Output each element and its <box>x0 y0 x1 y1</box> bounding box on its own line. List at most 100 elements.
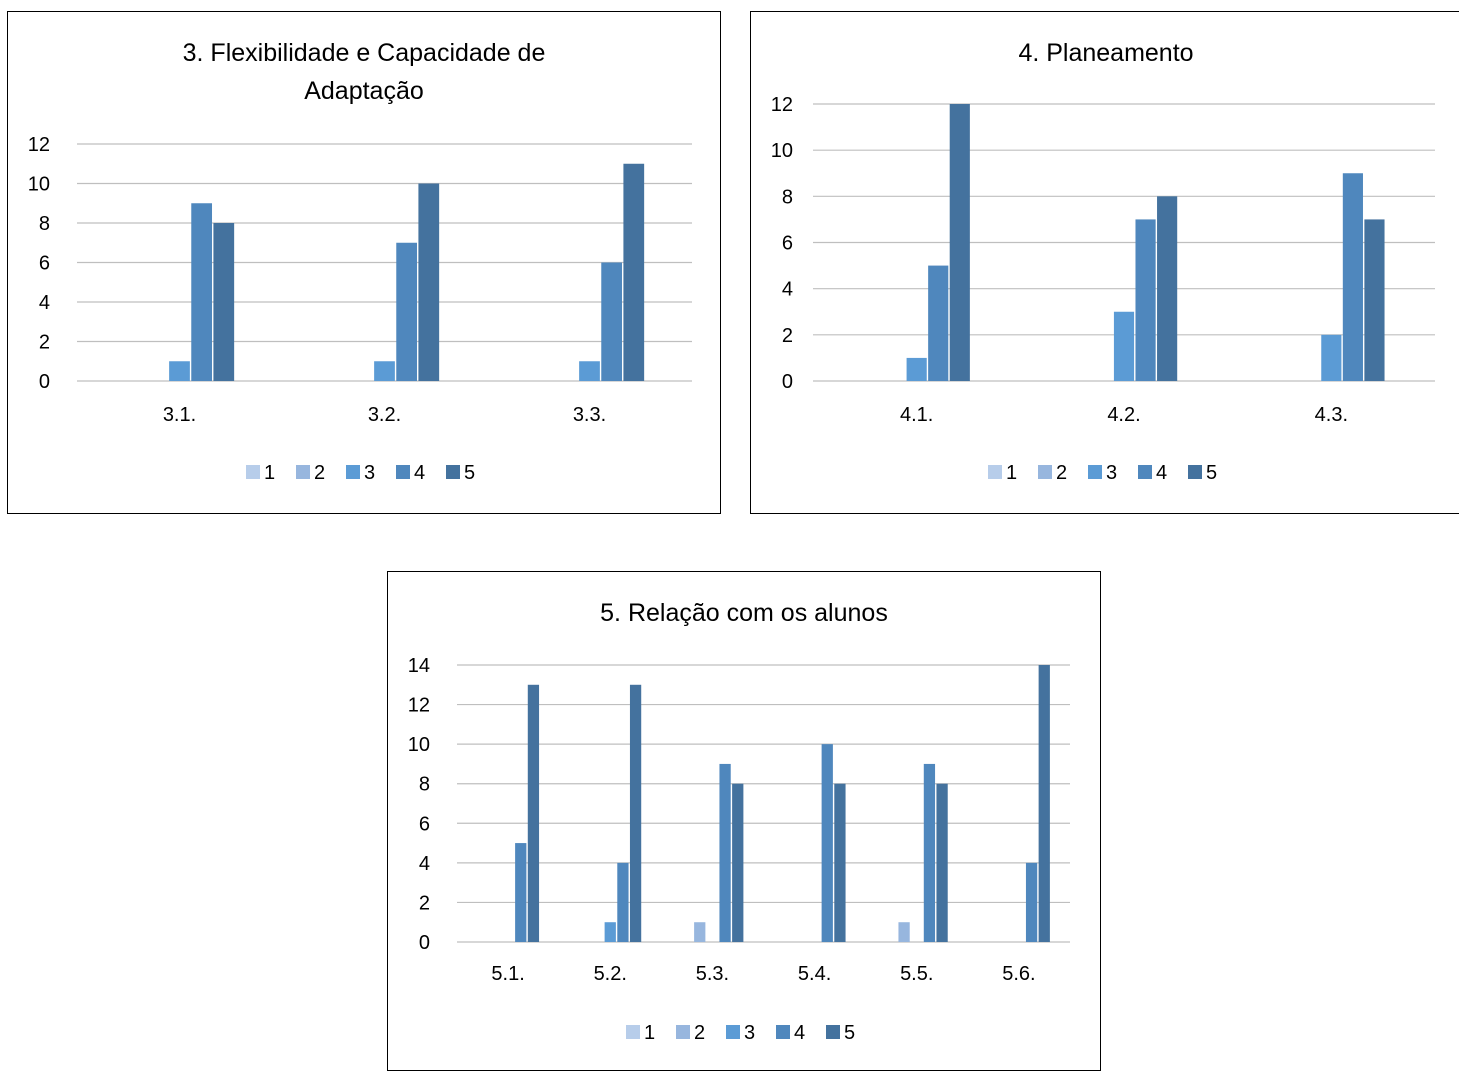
bar <box>213 223 235 381</box>
y-tick-label: 2 <box>39 332 50 354</box>
bar <box>936 783 948 942</box>
x-tick-label: 5.1. <box>491 963 524 985</box>
legend-swatch <box>246 465 260 479</box>
chart-title-line: 4. Planeamento <box>1018 39 1194 67</box>
chart-title-line: 5. Relação com os alunos <box>600 599 888 627</box>
legend-label: 1 <box>644 1022 655 1044</box>
bar <box>732 783 744 942</box>
legend-label: 4 <box>1156 462 1167 484</box>
y-tick-label: 6 <box>39 253 50 275</box>
legend-label: 4 <box>414 462 425 484</box>
bar <box>629 684 642 942</box>
bar <box>1321 334 1342 381</box>
legend-label: 1 <box>1006 462 1017 484</box>
bar <box>374 361 395 381</box>
bar <box>418 183 440 381</box>
x-tick-label: 5.3. <box>696 963 729 985</box>
x-tick-label: 4.2. <box>1107 404 1140 426</box>
chart-title-line: 3. Flexibilidade e Capacidade de <box>182 39 546 67</box>
legend-label: 5 <box>1206 462 1217 484</box>
y-tick-label: 0 <box>782 371 793 393</box>
bar <box>949 104 970 381</box>
bar <box>834 783 846 942</box>
y-tick-label: 8 <box>419 774 430 796</box>
bar <box>623 163 645 381</box>
bar <box>604 922 616 942</box>
y-tick-label: 0 <box>39 371 50 393</box>
y-tick-label: 12 <box>771 94 793 116</box>
bar <box>821 744 833 942</box>
bar <box>1157 196 1178 381</box>
chart-title: 4. Planeamento <box>751 34 1459 72</box>
bar <box>601 262 623 381</box>
y-tick-label: 12 <box>408 695 430 717</box>
legend-swatch <box>676 1025 690 1039</box>
bar <box>1135 219 1156 381</box>
y-tick-label: 10 <box>771 140 793 162</box>
y-tick-label: 4 <box>39 292 50 314</box>
legend-swatch <box>1088 465 1102 479</box>
legend-label: 5 <box>844 1022 855 1044</box>
legend-swatch <box>1038 465 1052 479</box>
y-tick-label: 14 <box>408 655 430 677</box>
x-tick-label: 4.1. <box>900 404 933 426</box>
bar <box>579 361 600 381</box>
bar <box>923 763 936 942</box>
legend-swatch <box>1188 465 1202 479</box>
legend-label: 2 <box>314 462 325 484</box>
bar <box>1025 862 1038 942</box>
bar <box>906 357 927 381</box>
y-tick-label: 10 <box>28 174 50 196</box>
x-tick-label: 5.2. <box>594 963 627 985</box>
x-tick-label: 5.6. <box>1002 963 1035 985</box>
x-tick-label: 5.4. <box>798 963 831 985</box>
y-tick-label: 8 <box>782 186 793 208</box>
y-tick-label: 12 <box>28 134 50 156</box>
y-tick-label: 2 <box>782 325 793 347</box>
bar <box>898 922 910 942</box>
legend-swatch <box>776 1025 790 1039</box>
legend-label: 1 <box>264 462 275 484</box>
bar <box>1342 173 1363 381</box>
legend-label: 5 <box>464 462 475 484</box>
legend-label: 2 <box>694 1022 705 1044</box>
bar <box>527 684 540 942</box>
x-tick-label: 4.3. <box>1315 404 1348 426</box>
bar <box>515 843 527 942</box>
y-tick-label: 6 <box>419 813 430 835</box>
bar <box>1038 665 1050 942</box>
legend-swatch <box>446 465 460 479</box>
legend-label: 4 <box>794 1022 805 1044</box>
legend-swatch <box>1138 465 1152 479</box>
legend-swatch <box>726 1025 740 1039</box>
chart-planeamento: 4. Planeamento 0 2 4 6 8 10 12 4.1. 4.2. 4.3. 1 2 3 4… <box>750 11 1459 514</box>
y-tick-label: 6 <box>782 233 793 255</box>
legend-swatch <box>826 1025 840 1039</box>
bar <box>617 862 629 942</box>
legend-label: 3 <box>364 462 375 484</box>
legend-label: 3 <box>1106 462 1117 484</box>
legend-swatch <box>626 1025 640 1039</box>
x-tick-label: 3.2. <box>368 404 401 426</box>
x-tick-label: 3.1. <box>163 404 196 426</box>
chart-title-line: Adaptação <box>304 77 424 105</box>
legend-label: 3 <box>744 1022 755 1044</box>
bar <box>396 242 418 381</box>
y-tick-label: 0 <box>419 932 430 954</box>
bar <box>928 265 949 381</box>
y-tick-label: 4 <box>419 853 430 875</box>
chart-flexibilidade: 3. Flexibilidade e Capacidade de Adaptaç… <box>7 11 721 514</box>
legend-swatch <box>988 465 1002 479</box>
chart-title: 5. Relação com os alunos <box>388 594 1100 632</box>
bar <box>719 763 731 942</box>
legend-label: 2 <box>1056 462 1067 484</box>
bar <box>1364 219 1385 381</box>
y-tick-label: 2 <box>419 892 430 914</box>
y-tick-label: 4 <box>782 279 793 301</box>
bar <box>1113 311 1135 381</box>
x-tick-label: 5.5. <box>900 963 933 985</box>
bar <box>191 203 213 381</box>
